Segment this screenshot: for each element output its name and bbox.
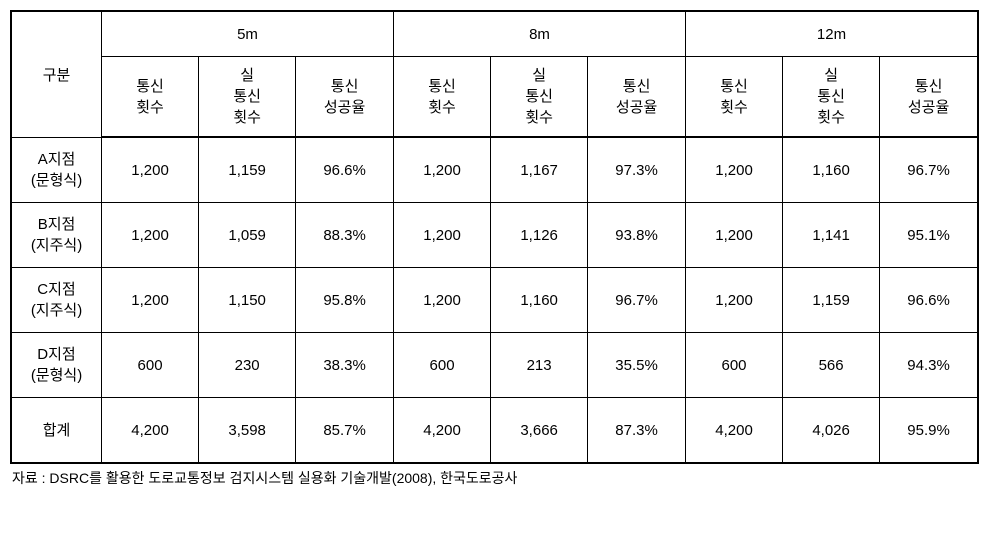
data-cell: 97.3% <box>588 137 686 203</box>
height-group-5m: 5m <box>102 11 394 57</box>
data-cell: 1,200 <box>685 268 782 333</box>
table-row: A지점(문형식) 1,200 1,159 96.6% 1,200 1,167 9… <box>11 137 978 203</box>
height-group-8m: 8m <box>394 11 686 57</box>
data-cell: 1,200 <box>102 137 199 203</box>
table-header: 구분 5m 8m 12m 통신횟수 실통신횟수 통신성공율 통신횟수 실통신횟수… <box>11 11 978 137</box>
table-row: D지점(문형식) 600 230 38.3% 600 213 35.5% 600… <box>11 333 978 398</box>
data-cell: 95.1% <box>880 203 978 268</box>
data-cell: 1,200 <box>685 137 782 203</box>
data-cell: 1,126 <box>491 203 588 268</box>
table-caption: 자료 : DSRC를 활용한 도로교통정보 검지시스템 실용화 기술개발(200… <box>10 468 979 488</box>
data-cell: 96.7% <box>588 268 686 333</box>
data-cell: 1,150 <box>199 268 296 333</box>
dsrc-data-table: 구분 5m 8m 12m 통신횟수 실통신횟수 통신성공율 통신횟수 실통신횟수… <box>10 10 979 464</box>
data-cell: 1,200 <box>394 203 491 268</box>
data-cell: 1,200 <box>394 268 491 333</box>
data-cell: 4,200 <box>685 398 782 464</box>
data-cell: 1,141 <box>783 203 880 268</box>
data-cell: 1,200 <box>102 268 199 333</box>
subheader-5m-comm-count: 통신횟수 <box>102 57 199 138</box>
data-cell: 85.7% <box>296 398 394 464</box>
data-cell: 95.8% <box>296 268 394 333</box>
subheader-8m-success-rate: 통신성공율 <box>588 57 686 138</box>
data-cell: 1,159 <box>783 268 880 333</box>
data-cell: 600 <box>102 333 199 398</box>
data-cell: 95.9% <box>880 398 978 464</box>
subheader-5m-real-comm-count: 실통신횟수 <box>199 57 296 138</box>
data-cell: 600 <box>685 333 782 398</box>
data-cell: 38.3% <box>296 333 394 398</box>
header-row-subheaders: 통신횟수 실통신횟수 통신성공율 통신횟수 실통신횟수 통신성공율 통신횟수 실… <box>11 57 978 138</box>
data-cell: 230 <box>199 333 296 398</box>
data-cell: 1,059 <box>199 203 296 268</box>
row-category: B지점(지주식) <box>11 203 102 268</box>
data-cell: 96.6% <box>296 137 394 203</box>
subheader-5m-success-rate: 통신성공율 <box>296 57 394 138</box>
data-cell: 1,167 <box>491 137 588 203</box>
data-cell: 88.3% <box>296 203 394 268</box>
table-row: B지점(지주식) 1,200 1,059 88.3% 1,200 1,126 9… <box>11 203 978 268</box>
data-cell: 566 <box>783 333 880 398</box>
data-cell: 3,598 <box>199 398 296 464</box>
subheader-12m-real-comm-count: 실통신횟수 <box>783 57 880 138</box>
subheader-8m-real-comm-count: 실통신횟수 <box>491 57 588 138</box>
table-row-total: 합계 4,200 3,598 85.7% 4,200 3,666 87.3% 4… <box>11 398 978 464</box>
data-cell: 1,200 <box>394 137 491 203</box>
dsrc-table-container: 구분 5m 8m 12m 통신횟수 실통신횟수 통신성공율 통신횟수 실통신횟수… <box>10 10 979 488</box>
data-cell: 4,200 <box>394 398 491 464</box>
row-category: A지점(문형식) <box>11 137 102 203</box>
header-row-groups: 구분 5m 8m 12m <box>11 11 978 57</box>
subheader-8m-comm-count: 통신횟수 <box>394 57 491 138</box>
data-cell: 35.5% <box>588 333 686 398</box>
subheader-12m-success-rate: 통신성공율 <box>880 57 978 138</box>
data-cell: 1,200 <box>685 203 782 268</box>
data-cell: 1,159 <box>199 137 296 203</box>
row-category: C지점(지주식) <box>11 268 102 333</box>
data-cell: 1,200 <box>102 203 199 268</box>
data-cell: 4,200 <box>102 398 199 464</box>
data-cell: 94.3% <box>880 333 978 398</box>
table-row: C지점(지주식) 1,200 1,150 95.8% 1,200 1,160 9… <box>11 268 978 333</box>
subheader-12m-comm-count: 통신횟수 <box>685 57 782 138</box>
data-cell: 4,026 <box>783 398 880 464</box>
data-cell: 1,160 <box>491 268 588 333</box>
data-cell: 1,160 <box>783 137 880 203</box>
row-category: D지점(문형식) <box>11 333 102 398</box>
data-cell: 3,666 <box>491 398 588 464</box>
data-cell: 96.6% <box>880 268 978 333</box>
data-cell: 213 <box>491 333 588 398</box>
data-cell: 600 <box>394 333 491 398</box>
corner-label: 구분 <box>11 11 102 137</box>
height-group-12m: 12m <box>685 11 978 57</box>
data-cell: 87.3% <box>588 398 686 464</box>
data-cell: 93.8% <box>588 203 686 268</box>
row-category: 합계 <box>11 398 102 464</box>
table-body: A지점(문형식) 1,200 1,159 96.6% 1,200 1,167 9… <box>11 137 978 463</box>
data-cell: 96.7% <box>880 137 978 203</box>
